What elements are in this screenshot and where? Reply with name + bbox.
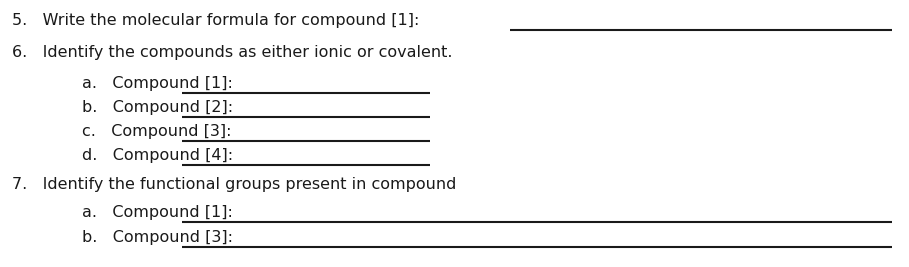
Text: 5.   Write the molecular formula for compound [1]:: 5. Write the molecular formula for compo… xyxy=(12,13,419,28)
Text: b.   Compound [3]:: b. Compound [3]: xyxy=(82,230,233,245)
Text: 6.   Identify the compounds as either ionic or covalent.: 6. Identify the compounds as either ioni… xyxy=(12,45,453,60)
Text: b.   Compound [2]:: b. Compound [2]: xyxy=(82,100,233,115)
Text: a.   Compound [1]:: a. Compound [1]: xyxy=(82,205,233,220)
Text: 7.   Identify the functional groups present in compound: 7. Identify the functional groups presen… xyxy=(12,177,456,192)
Text: d.   Compound [4]:: d. Compound [4]: xyxy=(82,148,233,163)
Text: a.   Compound [1]:: a. Compound [1]: xyxy=(82,76,233,91)
Text: c.   Compound [3]:: c. Compound [3]: xyxy=(82,124,232,139)
